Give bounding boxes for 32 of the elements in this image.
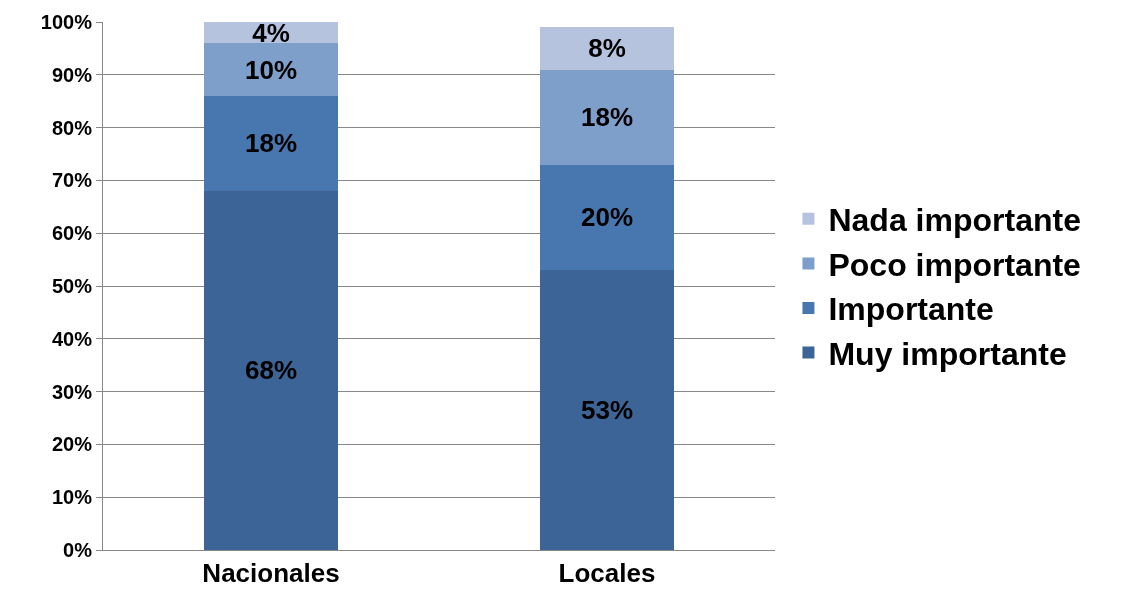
data-label: 8% [588, 33, 626, 64]
bar [539, 69, 675, 165]
data-label: 18% [244, 128, 298, 159]
y-tick-label: 40% [51, 327, 93, 350]
data-label: 18% [580, 102, 634, 133]
y-tick-label: 90% [51, 63, 93, 86]
y-tick-label: 0% [63, 539, 93, 561]
legend-label: Nada importante [828, 202, 1081, 239]
y-tick-label: 60% [51, 222, 93, 245]
data-label: 53% [580, 395, 634, 426]
bar [203, 190, 339, 550]
legend-label: Importante [828, 291, 994, 328]
y-tick-label: 100% [40, 11, 93, 33]
data-label: 4% [252, 17, 290, 48]
y-tick-label: 30% [51, 380, 93, 403]
data-label: 68% [244, 355, 298, 386]
data-label: 10% [244, 54, 298, 85]
x-tick-label: Locales [558, 558, 656, 589]
data-label: 20% [580, 202, 634, 233]
y-tick-label: 70% [51, 169, 93, 192]
x-tick-label: Nacionales [202, 558, 340, 589]
bar [203, 43, 339, 96]
y-tick-label: 50% [51, 275, 93, 297]
legend-label: Poco importante [828, 246, 1081, 283]
bar [203, 95, 339, 191]
bar [539, 27, 675, 70]
legend-label: Muy importante [828, 336, 1067, 373]
bar [539, 270, 675, 550]
bar [539, 164, 675, 271]
y-tick-label: 20% [51, 433, 93, 456]
y-tick-label: 80% [51, 116, 93, 139]
y-tick-label: 10% [51, 486, 93, 509]
